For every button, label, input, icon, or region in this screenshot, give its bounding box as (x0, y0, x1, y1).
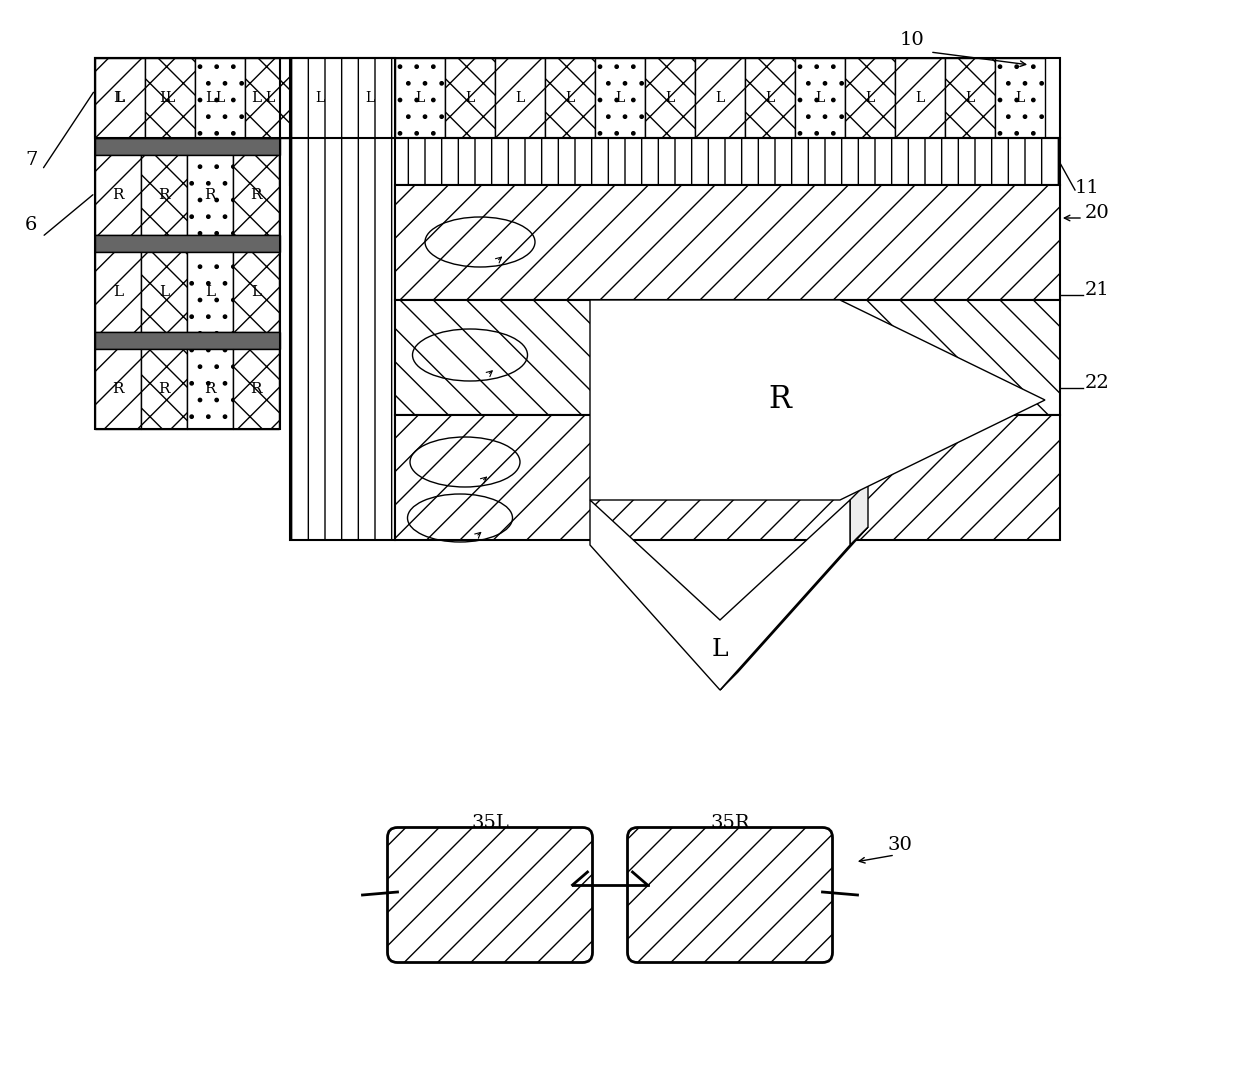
Bar (233, 58, 279, 138)
Bar (445, 58, 495, 138)
Bar (141, 58, 187, 138)
Bar (95, 58, 141, 138)
Bar (187, 58, 233, 138)
Text: 30: 30 (888, 836, 913, 854)
Bar (396, 185, 1060, 301)
Text: L: L (966, 91, 975, 105)
Bar (187, 155, 233, 235)
Bar (95, 332, 280, 349)
Text: L: L (113, 91, 123, 105)
Text: R: R (769, 385, 791, 415)
Text: L: L (159, 91, 169, 105)
Bar (595, 58, 645, 138)
Text: 21: 21 (1085, 281, 1110, 299)
Bar (396, 58, 445, 138)
Bar (141, 349, 187, 429)
Polygon shape (720, 528, 868, 690)
Bar (396, 301, 1060, 415)
Bar (95, 58, 280, 429)
Bar (233, 252, 279, 332)
Bar (141, 155, 187, 235)
Bar (246, 58, 295, 138)
Text: 10: 10 (900, 31, 925, 49)
Polygon shape (590, 301, 1045, 501)
Bar (95, 58, 1060, 138)
Text: 35R: 35R (711, 814, 750, 832)
FancyBboxPatch shape (387, 827, 593, 962)
Text: R: R (159, 188, 170, 202)
Text: L: L (315, 91, 325, 105)
Text: 22: 22 (1085, 374, 1110, 392)
Bar (95, 138, 280, 155)
Text: L: L (866, 91, 874, 105)
Polygon shape (849, 482, 868, 545)
Bar (195, 58, 246, 138)
Bar (187, 252, 233, 332)
Text: L: L (265, 91, 274, 105)
Text: R: R (159, 382, 170, 396)
Text: R: R (113, 382, 124, 396)
Bar (145, 58, 195, 138)
Text: L: L (1016, 91, 1024, 105)
Text: L: L (250, 91, 262, 105)
Bar (95, 235, 280, 252)
Text: L: L (712, 639, 728, 662)
Bar (290, 138, 1060, 185)
Text: L: L (666, 91, 675, 105)
Bar (187, 349, 233, 429)
Bar (844, 58, 895, 138)
Text: L: L (915, 91, 925, 105)
Text: L: L (113, 285, 123, 299)
Bar (745, 58, 795, 138)
Text: L: L (165, 91, 175, 105)
Text: L: L (715, 91, 724, 105)
Bar (895, 58, 945, 138)
Text: L: L (115, 91, 125, 105)
Text: 20: 20 (1085, 204, 1110, 222)
Bar (141, 252, 187, 332)
Text: L: L (250, 285, 262, 299)
Bar (95, 252, 141, 332)
Bar (295, 58, 345, 138)
Bar (396, 415, 1060, 540)
Bar (95, 349, 141, 429)
Text: L: L (205, 285, 215, 299)
Bar (290, 58, 396, 540)
Polygon shape (590, 501, 849, 690)
Bar (694, 58, 745, 138)
Text: R: R (205, 188, 216, 202)
Bar (994, 58, 1045, 138)
Text: R: R (205, 382, 216, 396)
Bar (546, 58, 595, 138)
Text: L: L (465, 91, 475, 105)
Bar (95, 155, 141, 235)
Bar (645, 58, 694, 138)
Text: 6: 6 (25, 216, 37, 233)
Text: L: L (565, 91, 574, 105)
Text: L: L (216, 91, 224, 105)
Bar (233, 155, 279, 235)
Text: L: L (615, 91, 625, 105)
Bar (945, 58, 994, 138)
FancyBboxPatch shape (627, 827, 832, 962)
Text: 7: 7 (25, 151, 37, 169)
Text: L: L (816, 91, 825, 105)
Bar (495, 58, 546, 138)
Text: R: R (113, 188, 124, 202)
Bar (795, 58, 844, 138)
Bar (345, 58, 396, 138)
Text: L: L (516, 91, 525, 105)
Text: L: L (415, 91, 424, 105)
Text: R: R (250, 382, 262, 396)
Bar (95, 58, 145, 138)
Text: R: R (250, 188, 262, 202)
Text: L: L (205, 91, 215, 105)
Bar (233, 349, 279, 429)
Text: 11: 11 (1075, 179, 1100, 197)
Text: L: L (366, 91, 374, 105)
Text: L: L (159, 285, 169, 299)
Text: L: L (765, 91, 775, 105)
Text: 35L: 35L (471, 814, 508, 832)
